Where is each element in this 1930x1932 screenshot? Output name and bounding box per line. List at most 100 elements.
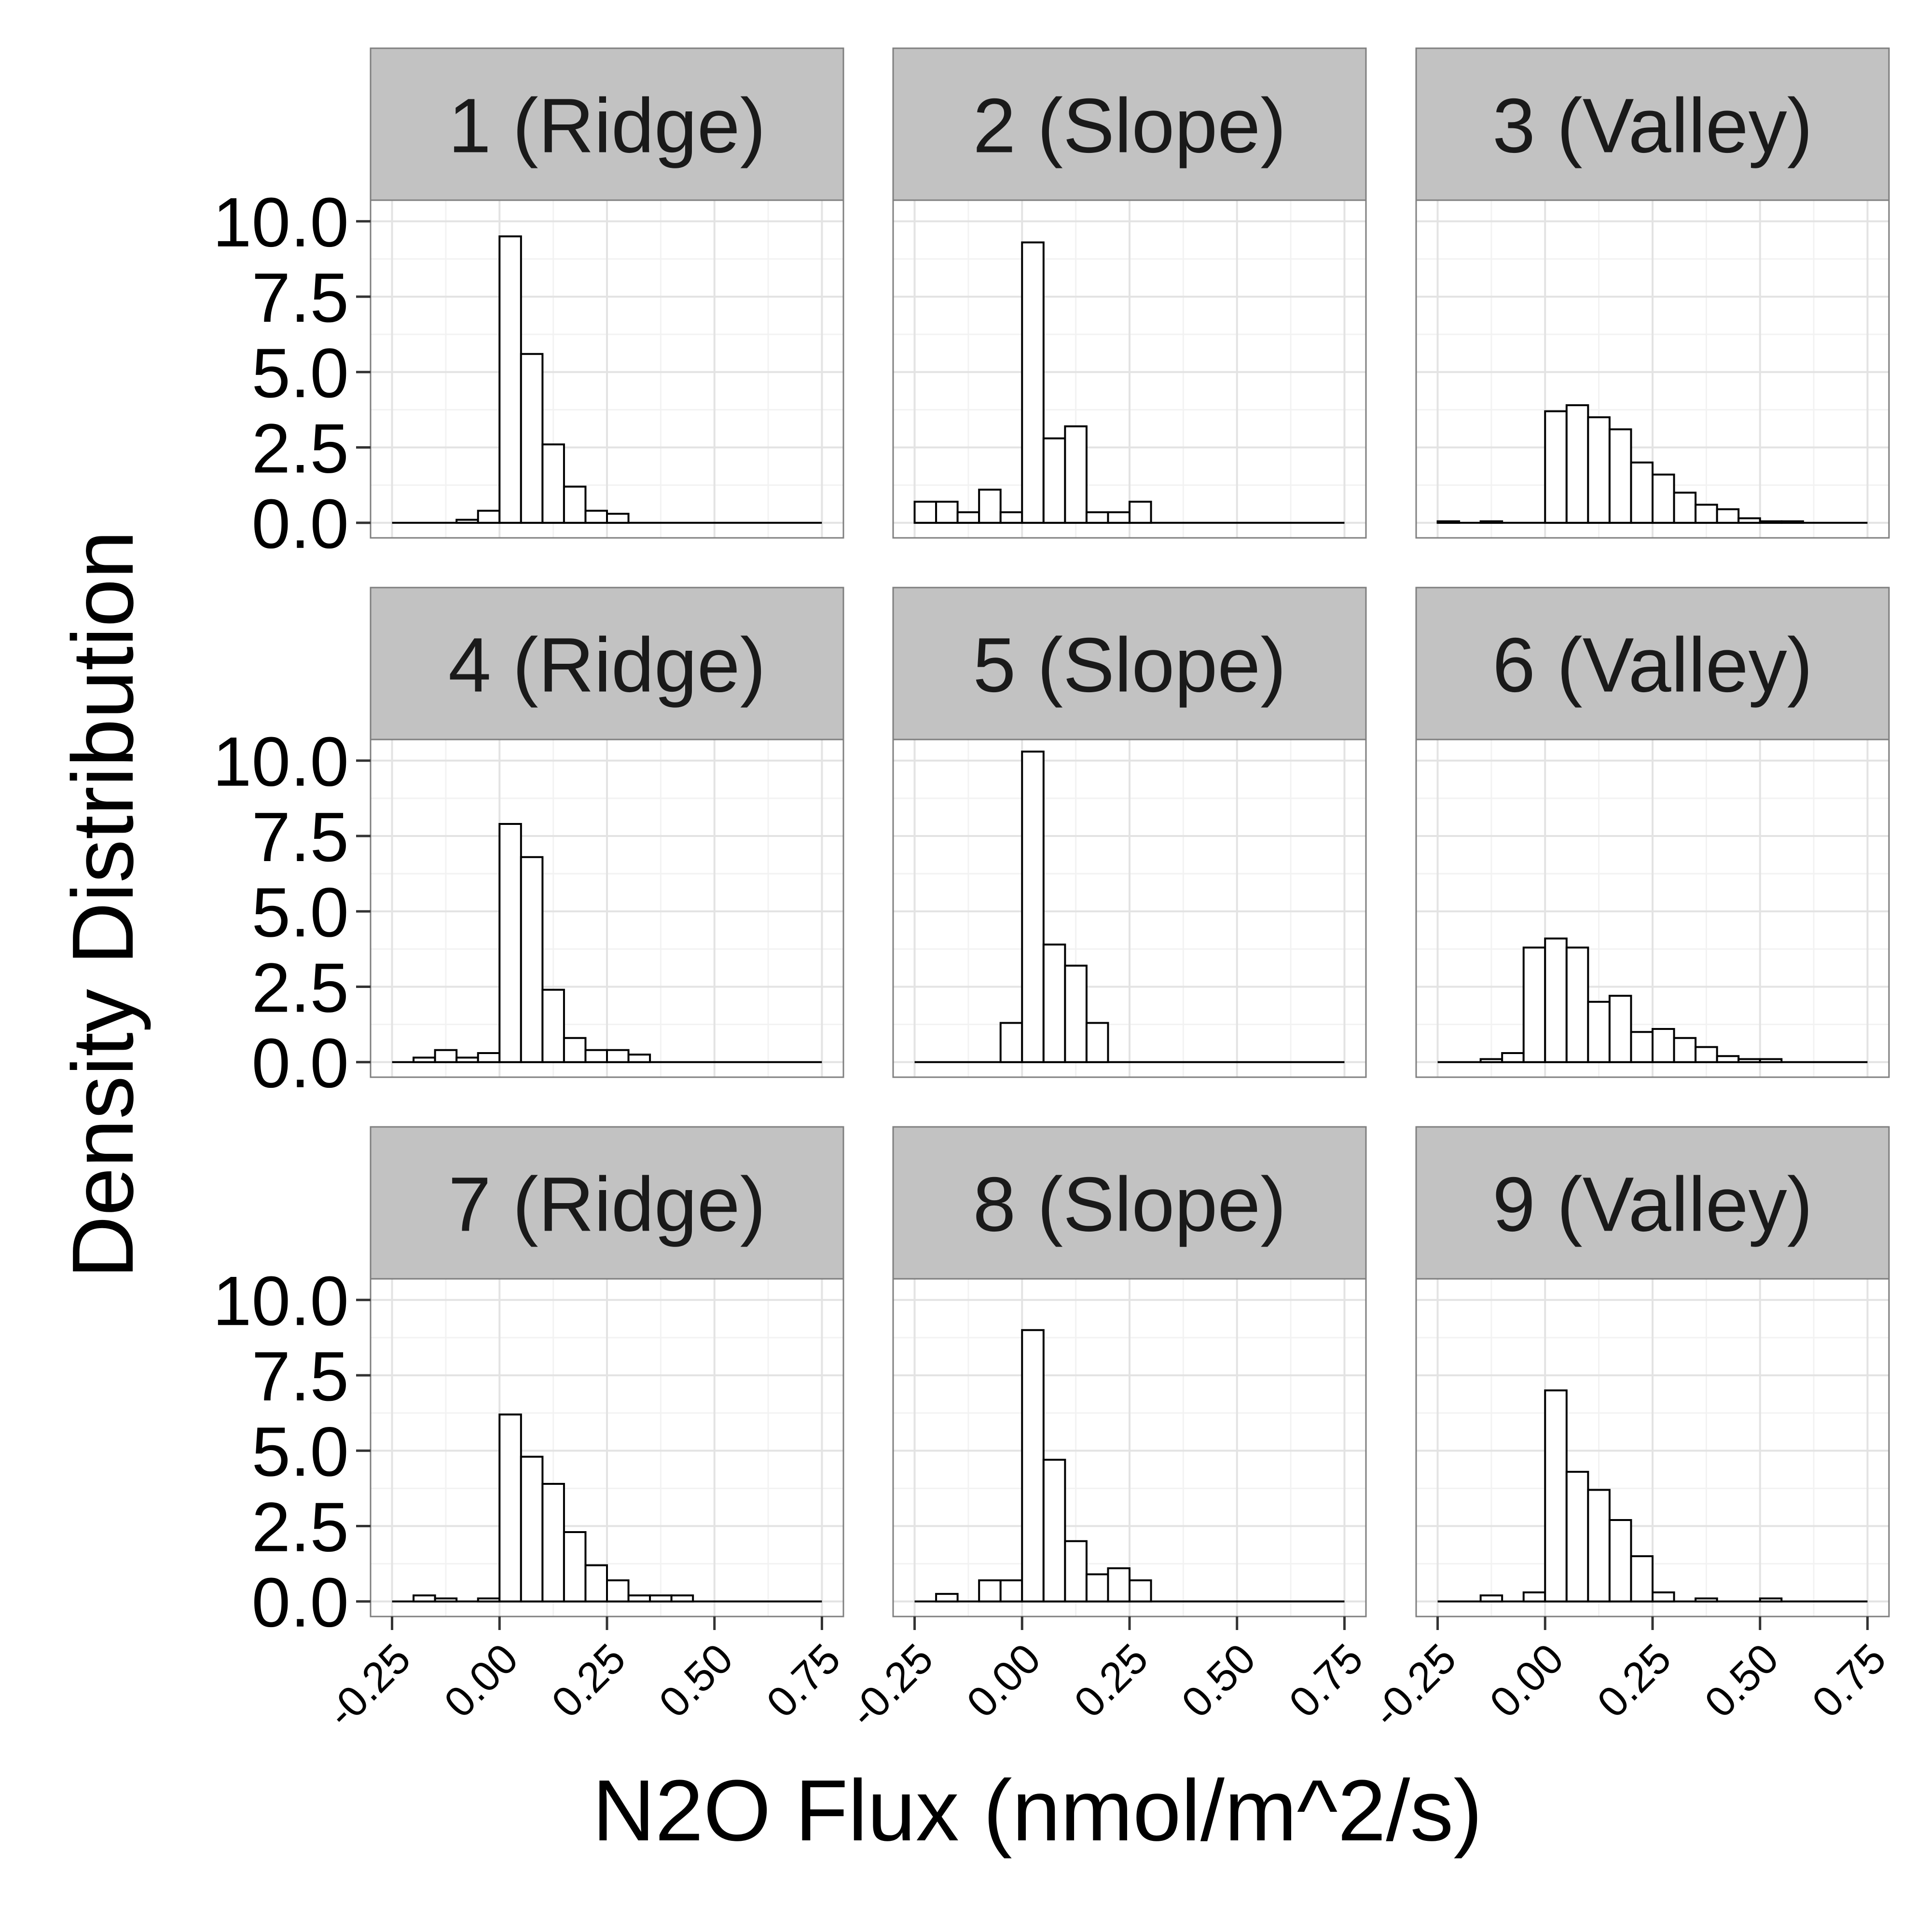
histogram-bar xyxy=(956,511,980,524)
histogram-bar xyxy=(913,501,937,524)
panel-border xyxy=(892,199,1367,539)
histogram-bar xyxy=(1479,1594,1503,1603)
histogram-bar xyxy=(1630,1031,1654,1063)
histogram-bar xyxy=(1716,508,1740,524)
facet-strip-label: 8 (Slope) xyxy=(973,1161,1286,1247)
histogram-bar xyxy=(520,1455,544,1603)
facet-panel-5: 5 (Slope) xyxy=(892,587,1367,1078)
histogram-bar xyxy=(1737,1058,1761,1063)
histogram-bar xyxy=(584,509,608,524)
histogram-bar xyxy=(978,1579,1002,1603)
histogram-bar xyxy=(1544,937,1568,1063)
histogram-bar xyxy=(1501,1052,1525,1063)
histogram-bar xyxy=(1608,1519,1632,1603)
x-tick-label: 0.75 xyxy=(1280,1634,1372,1726)
histogram-bar xyxy=(541,1483,565,1603)
histogram-bar xyxy=(498,1413,522,1603)
histogram-bar xyxy=(1107,511,1131,524)
facet-strip-label: 9 (Valley) xyxy=(1492,1161,1813,1247)
histogram-bar xyxy=(1587,1000,1611,1063)
histogram-bar xyxy=(563,485,587,524)
histogram-bar xyxy=(1565,1471,1589,1603)
histogram-bar xyxy=(999,1022,1023,1063)
histogram-bar xyxy=(477,1052,501,1063)
y-tick-label: 0.0 xyxy=(251,485,349,563)
x-tick-label: 0.25 xyxy=(1588,1634,1680,1726)
y-tick-label: 10.0 xyxy=(213,183,349,261)
x-tick-label: 0.25 xyxy=(542,1634,634,1726)
histogram-bar xyxy=(1587,1489,1611,1603)
y-tick-label: 10.0 xyxy=(213,1262,349,1340)
y-tick-label: 7.5 xyxy=(251,1337,349,1415)
histogram-bar xyxy=(541,988,565,1063)
facet-strip-label: 3 (Valley) xyxy=(1492,82,1813,169)
x-tick-label: 0.00 xyxy=(435,1634,527,1726)
histogram-bar xyxy=(627,1594,651,1603)
x-tick-label: -0.25 xyxy=(1363,1634,1465,1737)
x-tick-label: 0.50 xyxy=(1172,1634,1265,1726)
histogram-bar xyxy=(1673,1037,1697,1063)
histogram-bar xyxy=(434,1049,458,1063)
histogram-bar xyxy=(1716,1055,1740,1063)
y-tick-label: 2.5 xyxy=(251,1488,349,1566)
y-tick-label: 0.0 xyxy=(251,1024,349,1102)
histogram-bar xyxy=(1695,1597,1718,1603)
histogram-bar xyxy=(1759,520,1783,524)
histogram-bar xyxy=(1085,511,1109,524)
histogram-bar xyxy=(1129,1579,1152,1603)
y-tick-label: 7.5 xyxy=(251,259,349,337)
histogram-bar xyxy=(1436,520,1461,524)
histogram-bar xyxy=(584,1049,608,1063)
histogram-bar xyxy=(935,1593,959,1603)
facet-strip xyxy=(892,587,1367,740)
histogram-bar xyxy=(1759,1058,1783,1063)
histogram-bar xyxy=(455,1056,479,1063)
histogram-bar xyxy=(649,1594,673,1603)
y-tick-label: 5.0 xyxy=(251,1412,349,1491)
histogram-bar xyxy=(1544,1389,1568,1603)
histogram-bar xyxy=(999,511,1023,524)
x-tick-label: -0.25 xyxy=(317,1634,420,1737)
facet-panel-1: 1 (Ridge) 0.02.55.07.510.0 xyxy=(213,47,844,563)
histogram-bar xyxy=(1129,501,1152,524)
histogram-bar xyxy=(1107,1567,1131,1603)
x-tick-label: 0.00 xyxy=(957,1634,1049,1726)
histogram-bar xyxy=(1064,964,1088,1063)
histogram-bar xyxy=(584,1564,608,1603)
y-tick-label: 7.5 xyxy=(251,798,349,876)
panel-border xyxy=(1415,739,1890,1078)
histogram-bar xyxy=(999,1579,1023,1603)
histogram-bar xyxy=(563,1531,587,1603)
facet-panel-8: 8 (Slope) -0.25 0.00 0.25 0.50 0.75 xyxy=(840,1126,1372,1737)
facet-strip xyxy=(370,47,844,201)
facet-panel-2: 2 (Slope) xyxy=(892,47,1367,539)
histogram-bar xyxy=(455,519,479,524)
y-tick-label: 0.0 xyxy=(251,1563,349,1642)
histogram-bar xyxy=(541,443,565,524)
histogram-bar xyxy=(1522,1591,1546,1603)
histogram-bar xyxy=(477,1597,501,1603)
histogram-bar xyxy=(1695,504,1718,524)
facet-strip xyxy=(370,587,844,740)
histogram-bar xyxy=(606,513,630,524)
histogram-bar xyxy=(1737,517,1761,524)
facet-strip xyxy=(892,47,1367,201)
y-tick-label: 5.0 xyxy=(251,334,349,412)
y-tick-label: 2.5 xyxy=(251,410,349,488)
histogram-bar xyxy=(1652,473,1675,524)
facet-strip xyxy=(892,1126,1367,1280)
histogram-bar xyxy=(1064,425,1088,524)
histogram-bar xyxy=(477,509,501,524)
histogram-bar xyxy=(1759,1597,1783,1603)
histogram-bar xyxy=(498,823,522,1063)
histogram-bar xyxy=(1673,492,1697,524)
histogram-bar xyxy=(413,1594,436,1603)
histogram-bar xyxy=(1630,461,1654,524)
facet-panel-3: 3 (Valley) xyxy=(1415,47,1890,539)
facet-strip-label: 7 (Ridge) xyxy=(448,1161,766,1247)
facet-panel-6: 6 (Valley) xyxy=(1415,587,1890,1078)
panel-border xyxy=(370,199,844,539)
histogram-bar xyxy=(1565,946,1589,1063)
